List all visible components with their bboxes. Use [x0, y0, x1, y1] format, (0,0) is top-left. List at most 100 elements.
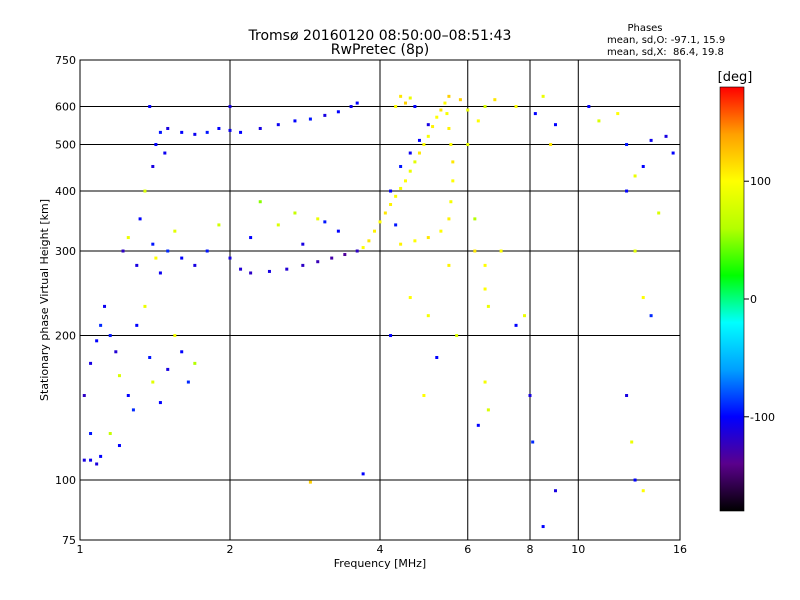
- data-point: [483, 105, 487, 109]
- data-point: [447, 217, 451, 221]
- data-point: [276, 123, 280, 127]
- data-point: [143, 304, 147, 308]
- data-point: [399, 94, 403, 98]
- data-point: [394, 223, 398, 227]
- data-point: [355, 249, 359, 253]
- data-point: [426, 123, 430, 127]
- data-point: [228, 105, 232, 109]
- data-point: [633, 249, 637, 253]
- data-point: [451, 179, 455, 183]
- data-point: [121, 249, 125, 253]
- y-tick-label: 600: [55, 101, 76, 114]
- data-point: [193, 263, 197, 267]
- data-point: [408, 296, 412, 300]
- data-point: [445, 112, 449, 116]
- data-point: [301, 263, 305, 267]
- data-point: [239, 267, 243, 271]
- data-point: [413, 160, 417, 164]
- data-point: [308, 117, 312, 121]
- data-point: [641, 164, 645, 168]
- data-point: [108, 334, 112, 338]
- data-point: [276, 223, 280, 227]
- data-point: [82, 394, 86, 398]
- stats-heading: Phases: [627, 23, 662, 34]
- x-tick-label: 10: [571, 543, 585, 556]
- data-point: [154, 143, 158, 147]
- data-point: [151, 242, 155, 246]
- x-tick-label: 2: [227, 543, 234, 556]
- data-point: [267, 269, 271, 273]
- data-point: [435, 115, 439, 119]
- data-point: [378, 220, 382, 224]
- colorbar-strip: [719, 86, 745, 512]
- data-point: [413, 239, 417, 243]
- data-point: [285, 267, 289, 271]
- x-tick-label: 4: [377, 543, 384, 556]
- data-point: [630, 440, 634, 444]
- data-point: [435, 355, 439, 359]
- data-point: [413, 105, 417, 109]
- data-point: [151, 164, 155, 168]
- data-point: [166, 367, 170, 371]
- data-point: [403, 179, 407, 183]
- data-point: [473, 217, 477, 221]
- data-point: [657, 211, 661, 215]
- data-point: [625, 394, 629, 398]
- data-point: [173, 229, 177, 233]
- data-point: [89, 361, 93, 365]
- data-point: [399, 164, 403, 168]
- data-point: [258, 126, 262, 130]
- data-point: [258, 200, 262, 204]
- data-point: [308, 480, 312, 484]
- data-point: [408, 151, 412, 155]
- data-point: [173, 334, 177, 338]
- data-point: [451, 160, 455, 164]
- x-tick-label: 8: [527, 543, 534, 556]
- data-point: [217, 126, 221, 130]
- data-point: [625, 189, 629, 193]
- data-point: [426, 314, 430, 318]
- data-point: [316, 260, 320, 264]
- data-point: [99, 454, 103, 458]
- colorbar: [deg] 100 0 -100: [718, 70, 775, 512]
- data-point: [343, 253, 347, 257]
- data-point: [148, 355, 152, 359]
- data-point: [336, 110, 340, 114]
- colorbar-label: [deg]: [718, 70, 753, 85]
- data-point: [361, 246, 365, 250]
- data-point: [399, 242, 403, 246]
- data-point: [394, 105, 398, 109]
- data-point: [180, 130, 184, 134]
- data-point: [458, 98, 462, 102]
- y-tick-labels: 75 100 200 300 400 500 600 750: [55, 54, 76, 547]
- data-point: [439, 108, 443, 112]
- data-point: [117, 444, 121, 448]
- data-point: [443, 101, 447, 105]
- data-point: [228, 256, 232, 260]
- data-point: [323, 113, 327, 117]
- data-point: [180, 350, 184, 354]
- data-point: [193, 361, 197, 365]
- colorbar-tick-label: 100: [750, 175, 771, 188]
- data-point: [148, 105, 152, 109]
- data-point: [361, 472, 365, 476]
- data-point: [158, 130, 162, 134]
- data-point: [493, 98, 497, 102]
- data-point: [293, 211, 297, 215]
- y-tick-label: 400: [55, 185, 76, 198]
- data-point: [103, 304, 107, 308]
- data-point: [597, 119, 601, 123]
- x-tick-label: 16: [673, 543, 687, 556]
- data-point: [205, 249, 209, 253]
- data-point: [99, 323, 103, 327]
- data-point: [135, 263, 139, 267]
- data-point: [330, 256, 334, 260]
- data-point: [633, 174, 637, 178]
- data-point: [649, 314, 653, 318]
- data-point: [541, 94, 545, 98]
- y-tick-label: 200: [55, 330, 76, 343]
- data-point: [399, 186, 403, 190]
- data-point: [417, 151, 421, 155]
- data-point: [408, 169, 412, 173]
